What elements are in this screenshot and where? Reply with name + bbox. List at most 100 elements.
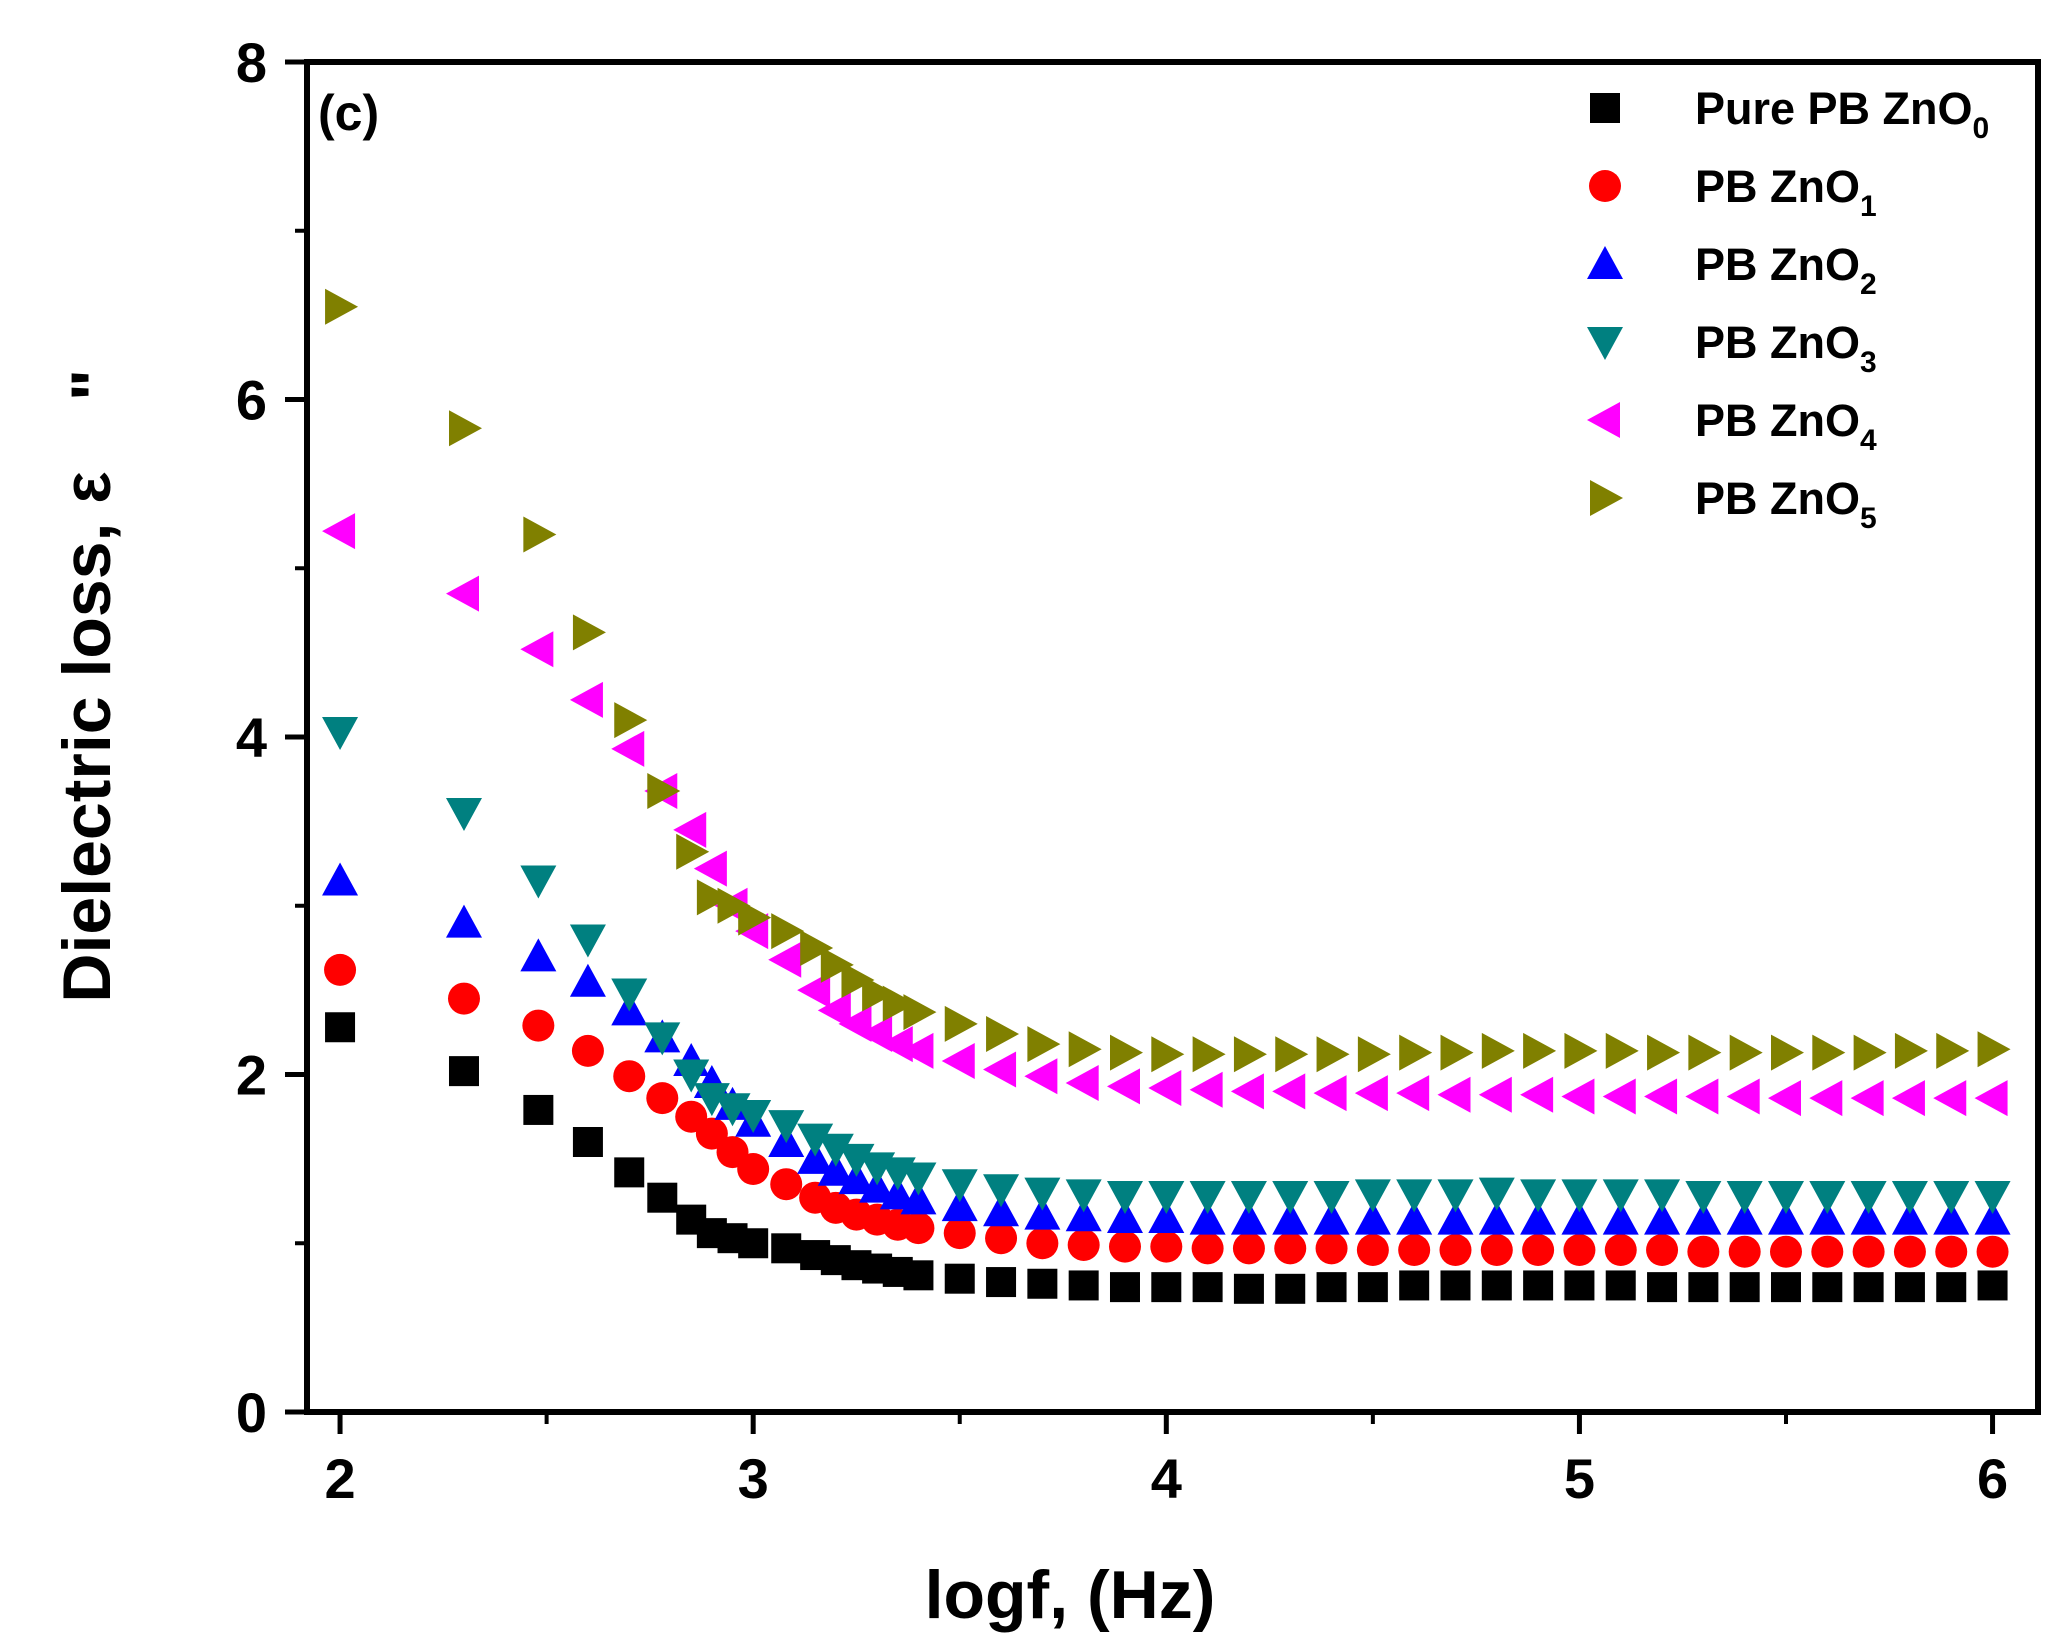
data-point [1977,1031,2011,1068]
data-point [797,1140,834,1174]
data-point [1520,1179,1557,1213]
data-point [1399,1034,1433,1071]
data-point [1106,1181,1143,1214]
data-point [1894,1032,1928,1069]
data-point [1564,1032,1598,1069]
legend-marker [1590,480,1623,516]
data-markers [322,288,2011,1304]
data-point [879,1176,916,1210]
series-3 [322,716,2011,1214]
legend-entry: PB ZnO1 [1589,161,1877,223]
data-point [1644,1078,1678,1115]
data-point [771,1233,802,1264]
data-point [1065,1064,1099,1101]
data-point [900,1181,937,1215]
y-tick-label: 8 [236,31,267,94]
data-point [1354,1075,1388,1112]
data-point [1437,1201,1474,1235]
data-point [903,994,937,1031]
data-point [1976,1235,2009,1268]
data-point [571,1034,604,1067]
data-point [738,1228,769,1259]
data-point [1809,1201,1846,1235]
data-point [322,716,359,750]
legend-subscript: 1 [1860,190,1877,223]
data-point [1523,1270,1554,1301]
data-point [693,1083,730,1117]
data-point [1189,1071,1223,1108]
data-point [838,1143,875,1177]
data-point [1853,1034,1887,1071]
data-point [1933,1181,1970,1214]
data-point [569,681,603,718]
data-point [1148,1199,1185,1233]
data-point [1894,1272,1925,1303]
data-point [1230,1201,1267,1235]
data-point [1068,1270,1099,1301]
data-point [1189,1201,1226,1235]
data-point [647,1182,678,1213]
data-point [1687,1235,1720,1268]
data-point [1605,1032,1639,1069]
x-tick-label: 5 [1564,1447,1595,1510]
y-tick-label: 0 [236,1381,267,1444]
data-point [817,1152,854,1186]
data-point [900,1032,934,1069]
data-point [1026,1227,1059,1260]
data-point [1602,1201,1639,1235]
data-point [1561,1179,1598,1213]
data-point [1272,1181,1309,1214]
legend-marker [1587,246,1623,279]
data-point [1850,1201,1887,1235]
legend-entry: Pure PB ZnO0 [1590,83,1989,145]
data-point [1398,1234,1431,1266]
data-point [1065,1179,1102,1213]
data-point [447,982,480,1015]
data-point [1357,1036,1391,1073]
data-point [900,1162,937,1196]
data-point [944,1005,978,1042]
data-point [325,1012,356,1043]
data-point [1726,1078,1760,1115]
data-point [1439,1234,1472,1266]
data-point [841,962,875,998]
data-point [1437,1179,1474,1213]
data-point [1437,1076,1471,1113]
data-point [1644,1201,1681,1235]
data-point [1688,1272,1719,1303]
data-point [1274,1232,1307,1265]
data-point [1520,1076,1554,1113]
data-point [614,702,648,739]
data-point [1811,1235,1844,1268]
data-point [902,1212,935,1245]
data-point [944,1263,975,1294]
data-point [1812,1034,1846,1071]
data-point [696,879,730,916]
data-point [1480,1234,1513,1266]
x-tick-label: 2 [324,1447,355,1510]
data-point [1933,1201,1970,1235]
data-point [770,1168,803,1201]
data-point [1192,1272,1223,1303]
data-point [859,1169,896,1203]
data-point [1685,1181,1722,1214]
series-1 [324,953,2009,1268]
series-4 [322,513,2008,1117]
data-point [738,899,772,936]
data-point [1850,1181,1887,1214]
data-point [1148,1070,1182,1106]
data-point [1767,1080,1801,1117]
x-axis-title: logf, (Hz) [925,1557,1216,1633]
data-point [644,1022,681,1056]
data-point [1108,1230,1141,1263]
data-point [520,938,557,972]
data-point [1974,1080,2008,1117]
data-point [445,797,482,831]
data-point [1399,1270,1430,1301]
data-point [1936,1032,1970,1069]
data-point [1024,1177,1061,1211]
data-point [1647,1272,1678,1303]
data-point [522,1009,555,1042]
data-point [445,575,479,612]
